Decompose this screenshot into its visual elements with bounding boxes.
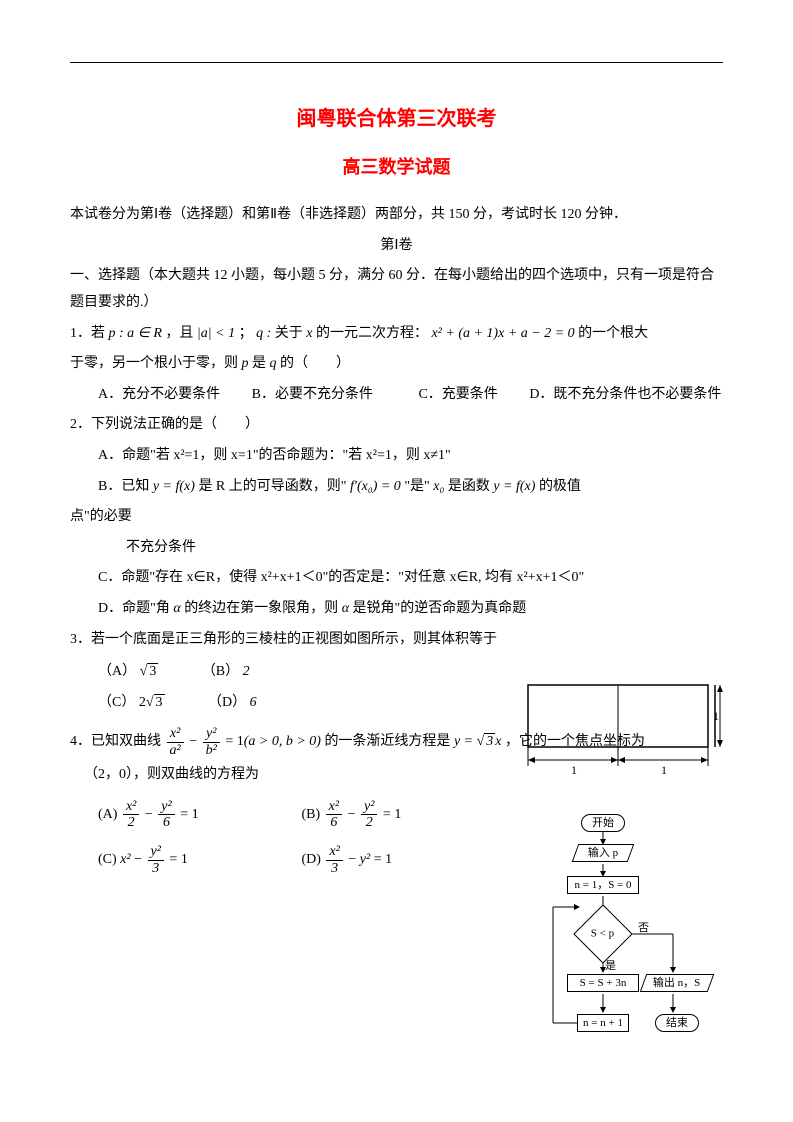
q2b-eq3: x₀ [433,479,444,494]
q1-opt-d: D．既不充分条件也不必要条件 [529,387,721,402]
q3-opt-d: （D） 6 [208,690,257,717]
fc-start: 开始 [581,814,625,832]
q2-opt-b-2: 点"的必要 [70,504,723,531]
q1-mid3: 关于 [275,326,307,341]
q2d-b: 的终边在第一象限角，则 [184,601,342,616]
q1-line2: 于零，另一个根小于零，则 p 是 q 的（ ） [70,351,723,378]
q2b-eq4: y = f(x) [493,479,535,494]
q2b-eq1: y = f(x) [153,479,195,494]
q1-prefix: 1．若 [70,326,109,341]
q2-opt-d: D．命题"角 α 的终边在第一象限角，则 α 是锐角"的逆否命题为真命题 [70,596,723,623]
q2-opt-b-1: B．已知 y = f(x) 是 R 上的可导函数，则" f′(x₀) = 0 "… [70,474,723,501]
q2b-c: "是" [404,479,433,494]
fc-input: 输入 p [572,844,635,862]
q2-opt-c: C．命题"存在 x∈R，使得 x²+x+1＜0"的否定是："对任意 x∈R, 均… [70,565,723,592]
intro-text: 本试卷分为第Ⅰ卷（选择题）和第Ⅱ卷（非选择题）两部分，共 150 分，考试时长 … [70,202,723,229]
q3-svg: 1 1 1 [523,680,723,780]
q1-mid2: ； [239,326,253,341]
q4-eq2: y = 3x [454,734,502,749]
header-rule [70,62,723,63]
q1-p: p : a ∈ R [109,326,162,341]
fc-no: 否 [638,918,649,939]
q4-opt-c: (C) x² − y²3 = 1 [98,844,298,876]
title-sub: 高三数学试题 [70,150,723,184]
q3-stem: 3．若一个底面是正三角形的三棱柱的正视图如图所示，则其体积等于 [70,627,723,654]
q2d-a: D．命题"角 [98,601,173,616]
fc-end: 结束 [655,1014,699,1032]
q2b-e: 的极值 [539,479,581,494]
fig3-label-right: 1 [713,709,719,723]
flowchart: 开始 输入 p n = 1，S = 0 S < p 是 否 S = S + 3n… [543,812,723,1072]
fc-init: n = 1，S = 0 [567,876,639,894]
q4-a: 4．已知双曲线 [70,734,165,749]
q4-frac1: x²a² [167,726,184,758]
q2d-alpha2: α [342,601,349,616]
q1-mid4: 的一元二次方程： [316,326,428,341]
q3-opt-c: （C） 23 [98,690,165,717]
q1-line2a: 于零，另一个根小于零，则 [70,356,242,371]
q4-opt-d: (D) x²3 − y² = 1 [302,844,502,876]
q1-p2: p [242,356,249,371]
q1-q2: q [270,356,277,371]
fc-output-label: 输出 n，S [653,973,700,994]
q2d-c: 是锐角"的逆否命题为真命题 [353,601,527,616]
fc-input-label: 输入 p [588,843,618,864]
fig3-label1: 1 [571,763,577,777]
q1-suffix1: 的一个根大 [578,326,648,341]
q3b-val: 2 [243,664,250,679]
q2-opt-a: A．命题"若 x²=1，则 x=1"的否命题为："若 x²=1，则 x≠1" [70,443,723,470]
q3-opt-a: （A） 3 [98,659,158,686]
q2b-a: B．已知 [98,479,153,494]
q2d-alpha1: α [173,601,180,616]
q4-frac2: y²b² [203,726,220,758]
q4-b: 的一条渐近线方程是 [324,734,454,749]
q2b-d: 是函数 [448,479,494,494]
q1-eq: x² + (a + 1)x + a − 2 = 0 [431,326,574,341]
q4-cond: (a > 0, b > 0) [244,734,321,749]
fig3-label2: 1 [661,763,667,777]
q3a-label: （A） [98,664,136,679]
q1-mid1: ，且 [165,326,197,341]
q3-figure: 1 1 1 [523,680,723,780]
q3d-val: 6 [250,695,257,710]
q1-opt-a: A．充分不必要条件 [98,387,220,402]
q1-opt-b: B．必要不充分条件 [252,387,373,402]
q2-stem: 2．下列说法正确的是（ ） [70,412,723,439]
q1-q: q : [256,326,271,341]
juan-label: 第Ⅰ卷 [70,233,723,260]
fc-step: S = S + 3n [567,974,639,992]
q3-opt-b: （B） 2 [202,659,250,686]
q4-opt-a: (A) x²2 − y²6 = 1 [98,799,298,831]
fc-output: 输出 n，S [640,974,715,992]
title-main: 闽粤联合体第三次联考 [70,100,723,138]
q1-line2b: 的（ ） [280,356,350,371]
q3b-label: （B） [202,664,239,679]
q2-opt-b-3: 不充分条件 [70,535,723,562]
q3d-label: （D） [208,695,246,710]
q3c-label: （C） [98,695,135,710]
q4-opt-b: (B) x²6 − y²2 = 1 [302,799,502,831]
q1-x: x [306,326,312,341]
q1-opt-c: C．充要条件 [418,387,497,402]
q2b-b: 是 R 上的可导函数，则" [198,479,350,494]
q1-is: 是 [252,356,270,371]
fc-inc: n = n + 1 [577,1014,629,1032]
q1-line1: 1．若 p : a ∈ R ，且 |a| < 1 ； q : 关于 x 的一元二… [70,321,723,348]
q2b-eq2: f′(x₀) = 0 [350,479,401,494]
flowchart-lines [543,812,723,1072]
section-1-heading: 一、选择题（本大题共 12 小题，每小题 5 分，满分 60 分．在每小题给出的… [70,263,723,316]
q1-abs: |a| < 1 [197,326,235,341]
q1-options: A．充分不必要条件 B．必要不充分条件 C．充要条件 D．既不充分条件也不必要条… [70,382,723,409]
fc-cond-label: S < p [591,924,614,945]
